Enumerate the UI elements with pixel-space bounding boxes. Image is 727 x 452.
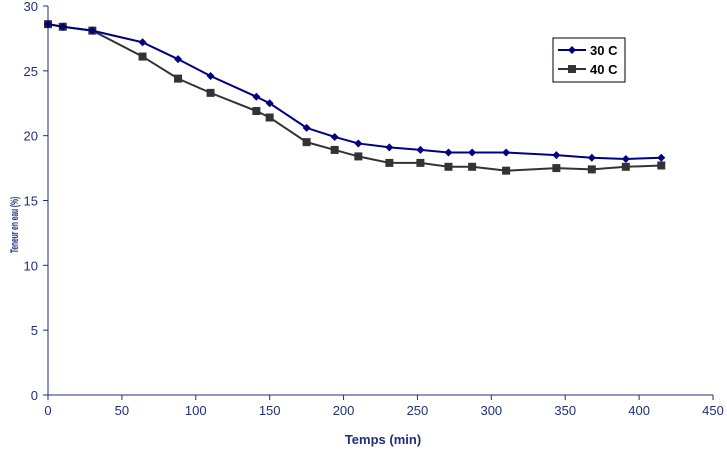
data-point xyxy=(416,145,425,154)
data-point xyxy=(385,158,394,167)
data-point xyxy=(385,143,394,152)
y-tick-label: 25 xyxy=(24,64,38,79)
legend-label: 40 C xyxy=(590,62,618,77)
data-point xyxy=(265,99,274,108)
legend: 30 C 40 C xyxy=(552,37,626,83)
data-point xyxy=(621,162,630,171)
data-point xyxy=(302,123,311,132)
data-point xyxy=(444,162,453,171)
x-tick-label: 0 xyxy=(44,403,51,418)
data-point xyxy=(302,138,311,147)
y-tick-label: 30 xyxy=(24,0,38,14)
data-point xyxy=(252,92,261,101)
series-line xyxy=(47,23,662,161)
x-tick-label: 450 xyxy=(702,403,724,418)
data-point xyxy=(444,148,453,157)
data-point xyxy=(330,145,339,154)
y-tick-label: 15 xyxy=(24,194,38,209)
x-tick-label: 250 xyxy=(407,403,429,418)
y-tick-label: 20 xyxy=(24,129,38,144)
data-point xyxy=(174,55,183,64)
x-tick-label: 50 xyxy=(115,403,129,418)
x-tick-label: 100 xyxy=(185,403,207,418)
data-point xyxy=(502,148,511,157)
legend-marker xyxy=(568,65,576,73)
data-point xyxy=(206,72,215,81)
legend-marker xyxy=(568,46,576,54)
data-point xyxy=(88,26,97,35)
data-point xyxy=(138,38,147,47)
data-point xyxy=(468,162,477,171)
data-point xyxy=(416,158,425,167)
data-point xyxy=(657,153,666,162)
data-point xyxy=(206,88,215,97)
x-tick-label: 300 xyxy=(480,403,502,418)
data-point xyxy=(502,166,511,175)
data-point xyxy=(330,132,339,141)
data-point xyxy=(621,155,630,164)
data-point xyxy=(657,161,666,170)
series-line xyxy=(47,23,662,172)
x-tick-label: 350 xyxy=(554,403,576,418)
x-tick-label: 400 xyxy=(628,403,650,418)
legend-label: 30 C xyxy=(590,43,618,58)
y-tick-label: 0 xyxy=(31,388,38,403)
x-tick-label: 200 xyxy=(333,403,355,418)
data-point xyxy=(587,153,596,162)
axes: 0 50 100 150 200 250 300 350 400 450 0 5 10 15 20 25 30 xyxy=(24,0,724,418)
data-point xyxy=(468,148,477,157)
data-point xyxy=(354,139,363,148)
data-point xyxy=(354,152,363,161)
data-point xyxy=(44,20,52,29)
data-point xyxy=(552,151,561,160)
y-tick-label: 5 xyxy=(31,323,38,338)
data-point xyxy=(265,113,274,122)
data-point xyxy=(58,22,67,31)
series-30-c xyxy=(44,20,666,164)
data-point xyxy=(174,74,183,83)
series-group xyxy=(44,20,666,175)
x-tick-label: 150 xyxy=(259,403,281,418)
x-axis-label: Temps (min) xyxy=(345,432,421,447)
data-point xyxy=(552,164,561,173)
data-point xyxy=(252,107,261,116)
y-axis-label: Teneur en eau (%) xyxy=(8,197,20,253)
data-point xyxy=(138,52,147,61)
data-point xyxy=(587,165,596,174)
y-tick-label: 10 xyxy=(24,258,38,273)
